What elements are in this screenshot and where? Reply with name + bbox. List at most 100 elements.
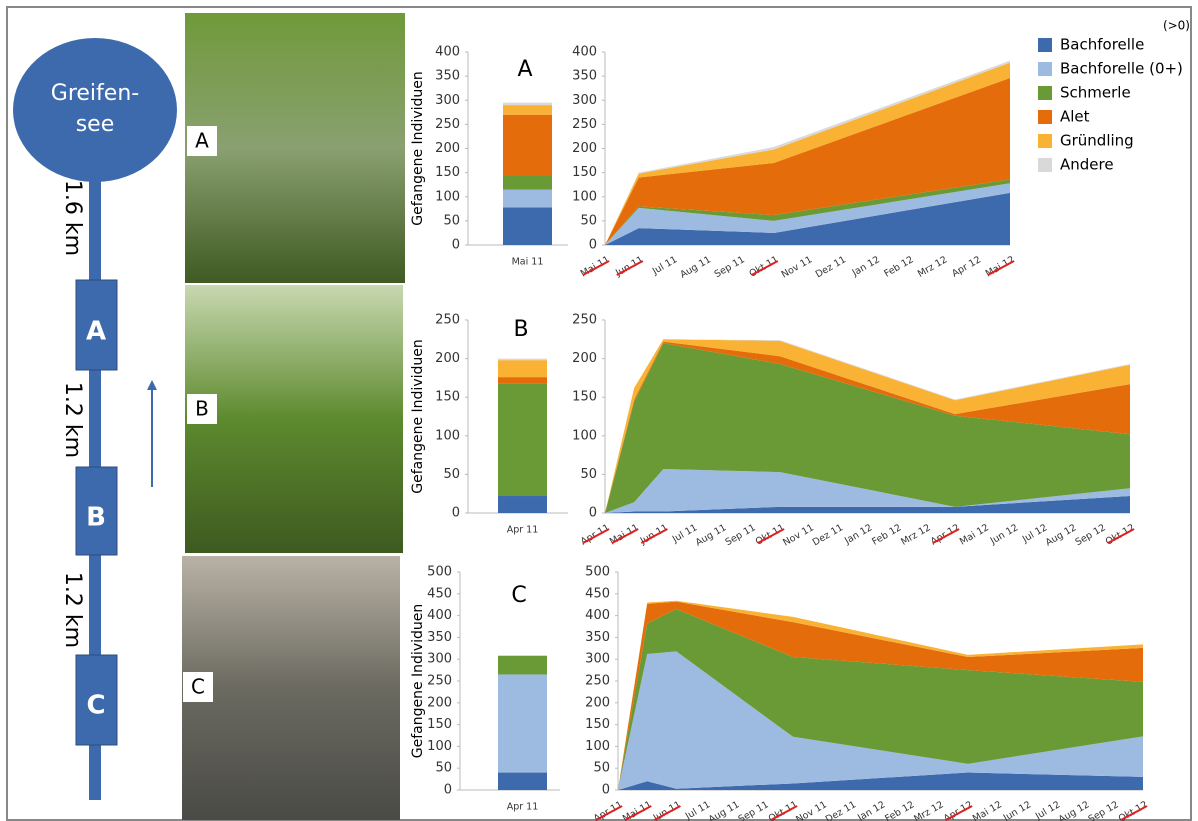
x-tick-label: Apr 12 <box>929 522 962 547</box>
y-tick-label: 0 <box>444 783 452 798</box>
area: Alet <box>605 78 1010 246</box>
sample-mark <box>653 805 681 821</box>
x-tick-label: Feb 12 <box>883 799 916 821</box>
y-tick-label: 50 <box>580 213 597 228</box>
x-tick-label: Jun 12 <box>988 522 1020 547</box>
sample-mark <box>611 528 639 544</box>
legend-swatch <box>1038 134 1052 148</box>
flow-arrow-head <box>147 380 157 390</box>
y-tick-label: 150 <box>435 390 460 405</box>
y-tick-label: 450 <box>585 586 610 601</box>
sample-mark <box>770 805 798 821</box>
x-tick-label: Mai 12 <box>984 254 1017 279</box>
lake-label: see <box>76 112 115 137</box>
y-tick-label: 50 <box>443 213 460 228</box>
area: Bachforelle (0+) <box>605 468 1130 513</box>
x-tick-label: Okt 11 <box>747 254 780 279</box>
legend-label: Bachforelle (0+) <box>1060 60 1183 78</box>
y-tick-label: 200 <box>572 141 597 156</box>
chart-title: A <box>517 57 532 82</box>
x-tick-label: Feb 12 <box>870 522 903 547</box>
area: Gründling <box>605 339 1130 513</box>
photo-tag <box>183 672 213 702</box>
bar-segment: Bachforelle <box>498 496 547 513</box>
x-tick-label: Sep 11 <box>713 254 747 280</box>
x-tick-label: Mai 11 <box>621 799 654 821</box>
x-tick-label: Okt 12 <box>1117 799 1150 821</box>
y-tick-label: 300 <box>585 652 610 667</box>
photo-tag <box>187 394 217 424</box>
y-tick-label: 0 <box>452 238 460 253</box>
bar-segment: Alet <box>503 114 552 176</box>
sample-mark <box>582 528 610 544</box>
x-tick-label: Sep 11 <box>736 799 770 821</box>
y-tick-label: 200 <box>427 695 452 710</box>
area: Schmerle <box>605 343 1130 513</box>
y-tick-label: 250 <box>427 674 452 689</box>
bar-segment: Schmerle <box>498 383 547 497</box>
x-tick-label: Apr 12 <box>942 799 975 821</box>
legend-swatch <box>1038 86 1052 100</box>
y-tick-label: 50 <box>443 467 460 482</box>
distance: 1.2 km <box>60 382 85 458</box>
x-tick-label: Dez 11 <box>814 254 848 280</box>
y-tick-label: 50 <box>580 467 597 482</box>
y-tick-label: 400 <box>427 608 452 623</box>
y-tick-label: 0 <box>452 506 460 521</box>
y-tick-label: 350 <box>435 69 460 84</box>
y-tick-label: 0 <box>602 783 610 798</box>
y-tick-label: 150 <box>572 390 597 405</box>
area: Schmerle <box>605 179 1010 245</box>
y-tick-label: 250 <box>572 117 597 132</box>
x-tick-label: Mrz 12 <box>916 254 949 280</box>
x-tick-label: Nov 11 <box>781 522 816 548</box>
x-tick-label: Jan 12 <box>855 799 887 821</box>
y-axis-label: Gefangene Individuen <box>410 339 426 493</box>
y-tick-label: 400 <box>585 608 610 623</box>
y-axis-label: Gefangene Individuen <box>410 604 426 758</box>
area: Bachforelle <box>618 772 1143 790</box>
chart-title: B <box>513 317 528 342</box>
sample-mark <box>624 805 652 821</box>
station <box>75 466 118 556</box>
y-tick-label: 400 <box>572 45 597 60</box>
station <box>75 279 118 371</box>
sample-mark <box>932 528 960 544</box>
y-tick-label: 150 <box>585 717 610 732</box>
x-tick-label: Mrz 12 <box>899 522 932 548</box>
y-axis-label: Gefangene Individuen <box>410 71 426 225</box>
photo-label: C <box>191 675 205 699</box>
sample-mark <box>595 805 623 821</box>
x-tick-label: Jan 12 <box>842 522 874 547</box>
y-tick-label: 350 <box>427 630 452 645</box>
bar-segment: Andere <box>503 102 552 106</box>
x-tick-label: Mai 12 <box>971 799 1004 821</box>
y-tick-label: 300 <box>427 652 452 667</box>
y-tick-label: 400 <box>435 45 460 60</box>
area: Bachforelle <box>605 192 1010 245</box>
x-tick-label: Jun 11 <box>613 254 645 279</box>
y-tick-label: 0 <box>589 506 597 521</box>
bar-segment: Schmerle <box>503 175 552 190</box>
x-tick-label: Aug 11 <box>678 254 713 280</box>
distance: 1.2 km <box>60 572 85 648</box>
x-tick-label: Apr 11 <box>507 802 539 813</box>
legend-label: Schmerle <box>1060 84 1131 102</box>
y-tick-label: 100 <box>585 739 610 754</box>
bar-segment: Gründling <box>498 360 547 378</box>
photo <box>182 556 400 820</box>
legend-swatch <box>1038 110 1052 124</box>
x-tick-label: Sep 11 <box>723 522 757 548</box>
photo <box>185 285 403 553</box>
x-tick-label: Aug 12 <box>1044 522 1079 548</box>
sample-mark <box>757 528 785 544</box>
x-tick-label: Jul 11 <box>650 254 679 277</box>
legend-label: Bachforelle <box>1060 36 1144 54</box>
sample-mark <box>1107 528 1135 544</box>
x-tick-label: Mrz 12 <box>912 799 945 821</box>
photo-label: B <box>195 397 209 421</box>
bar-segment: Alet <box>498 377 547 384</box>
sample-mark <box>751 260 779 276</box>
y-tick-label: 150 <box>572 165 597 180</box>
